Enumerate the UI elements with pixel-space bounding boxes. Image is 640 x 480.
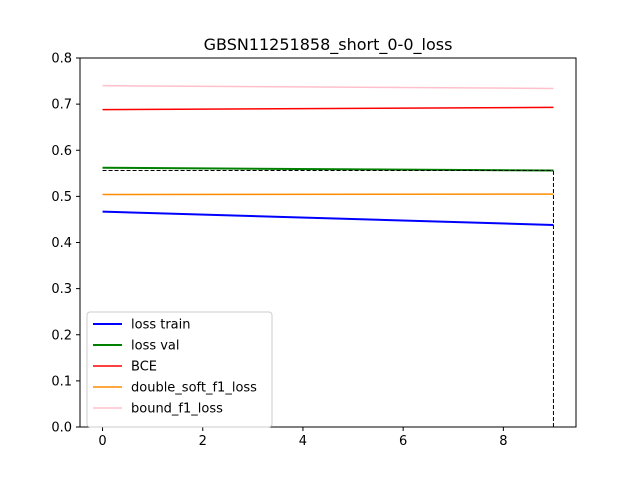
y-tick-label: 0.3: [51, 282, 72, 297]
y-tick-label: 0.6: [51, 144, 72, 159]
y-axis: 0.0 0.1 0.2 0.3 0.4 0.5 0.6 0.7 0.8: [51, 52, 80, 436]
x-tick-label: 0: [98, 434, 106, 449]
legend-box: [86, 311, 273, 428]
x-tick-label: 2: [199, 434, 207, 449]
x-tick-label: 6: [399, 434, 407, 449]
y-tick-label: 0.5: [51, 190, 72, 205]
y-tick-label: 0.1: [51, 374, 72, 389]
y-tick-label: 0.4: [51, 236, 72, 251]
legend-label: loss val: [131, 339, 180, 354]
legend-label: double_soft_f1_loss: [131, 381, 257, 396]
x-tick-label: 4: [299, 434, 307, 449]
x-tick-label: 8: [499, 434, 507, 449]
legend-label: loss train: [131, 318, 191, 333]
legend-label: bound_f1_loss: [131, 402, 223, 417]
y-tick-label: 0.7: [51, 98, 72, 113]
series-line-2: [102, 106, 554, 111]
y-tick-label: 0.2: [51, 328, 72, 343]
y-tick-label: 0.0: [51, 421, 72, 436]
chart-title: GBSN11251858_short_0-0_loss: [204, 35, 453, 55]
legend: loss train loss val BCE double_soft_f1_loss…: [86, 311, 273, 428]
series-line-0: [102, 210, 554, 226]
legend-label: BCE: [131, 360, 157, 375]
y-tick-label: 0.8: [51, 52, 72, 67]
x-axis: 0 2 4 6 8: [98, 427, 507, 449]
plot-area: [79, 57, 577, 428]
series-line-4: [102, 84, 554, 90]
